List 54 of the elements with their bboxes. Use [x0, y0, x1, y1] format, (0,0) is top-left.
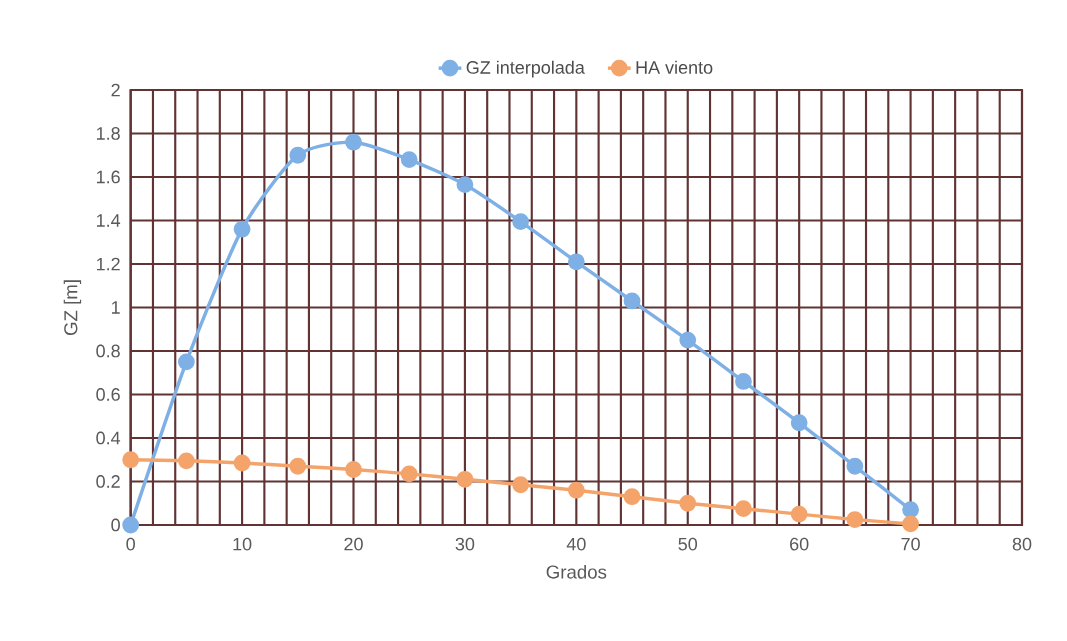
- y-tick-label: 1: [112, 301, 120, 314]
- x-tick-label: 60: [790, 537, 809, 551]
- point: [177, 353, 195, 371]
- x-tick-label: 20: [344, 537, 363, 551]
- point: [567, 253, 585, 271]
- point: [400, 151, 418, 168]
- legend-label: HA viento: [636, 60, 713, 74]
- y-tick-label: 1.6: [96, 170, 120, 184]
- point: [289, 457, 307, 475]
- x-tick-label: 0: [126, 537, 135, 551]
- point: [623, 488, 641, 506]
- point: [122, 451, 140, 469]
- x-tick-label: 10: [233, 537, 252, 551]
- point: [679, 331, 697, 349]
- y-tick-label: 0.8: [96, 344, 120, 358]
- point: [345, 461, 362, 478]
- point: [400, 465, 418, 483]
- point: [790, 505, 808, 523]
- point: [512, 476, 530, 494]
- point: [735, 373, 752, 390]
- point: [623, 292, 641, 310]
- point: [902, 501, 919, 519]
- x-axis-title: Grados: [546, 564, 607, 579]
- y-tick-label: 1.2: [96, 257, 120, 271]
- point: [567, 481, 585, 499]
- x-tick-label: 70: [901, 537, 920, 551]
- point: [790, 414, 808, 432]
- point: [456, 176, 474, 194]
- point: [456, 470, 474, 488]
- y-tick-label: 0.2: [96, 475, 120, 488]
- point: [846, 511, 864, 528]
- y-axis-title: GZ [m]: [63, 280, 82, 336]
- point: [233, 220, 251, 238]
- point: [289, 146, 307, 164]
- x-tick-label: 50: [678, 537, 698, 551]
- y-tick-label: 0.6: [96, 388, 120, 401]
- point: [122, 516, 140, 534]
- legend-label: GZ interpolada: [466, 60, 585, 78]
- point: [735, 500, 752, 518]
- point: [902, 515, 919, 533]
- point: [512, 213, 530, 230]
- y-tick-label: 0.4: [96, 431, 121, 445]
- x-tick-label: 40: [566, 537, 586, 551]
- point: [345, 133, 362, 151]
- y-tick-label: 1.8: [96, 127, 120, 140]
- point: [233, 454, 251, 472]
- x-tick-label: 80: [1012, 537, 1032, 551]
- point: [846, 457, 864, 475]
- y-tick-label: 0: [111, 518, 120, 532]
- y-tick-label: 2: [111, 83, 120, 97]
- point: [177, 452, 195, 470]
- x-tick-label: 30: [455, 537, 475, 551]
- y-tick-label: 1.4: [96, 214, 121, 227]
- point: [679, 494, 697, 512]
